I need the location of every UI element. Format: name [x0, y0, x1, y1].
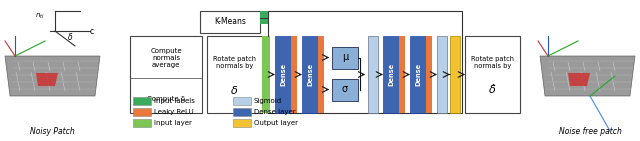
Bar — [368, 36, 378, 113]
Polygon shape — [540, 56, 635, 96]
Text: δ: δ — [231, 86, 238, 96]
Bar — [332, 47, 358, 69]
Bar — [133, 108, 151, 116]
Text: Compute δ: Compute δ — [147, 96, 185, 102]
Text: Dense: Dense — [415, 63, 421, 86]
Bar — [233, 97, 251, 105]
Bar — [200, 11, 260, 33]
Text: Rotate patch
normals by: Rotate patch normals by — [471, 56, 514, 70]
Bar — [233, 108, 251, 116]
Text: Dense: Dense — [307, 63, 313, 86]
Bar — [268, 11, 462, 113]
Bar — [260, 11, 268, 24]
Bar — [207, 36, 262, 113]
Text: $n_{ti}$: $n_{ti}$ — [35, 11, 45, 21]
Text: δ: δ — [68, 34, 72, 42]
Text: Rotate patch
normals by: Rotate patch normals by — [213, 56, 256, 70]
Bar — [133, 97, 151, 105]
Bar — [426, 36, 432, 113]
Bar — [383, 36, 399, 113]
Text: μ: μ — [342, 52, 348, 62]
Bar — [437, 36, 447, 113]
Text: Compute
normals
average: Compute normals average — [150, 48, 182, 68]
Bar — [130, 36, 202, 113]
Text: Sigmoid: Sigmoid — [254, 98, 282, 104]
Text: Noisy Patch: Noisy Patch — [29, 126, 74, 136]
Polygon shape — [5, 56, 100, 96]
Polygon shape — [568, 73, 590, 86]
Text: Noise free patch: Noise free patch — [559, 126, 621, 136]
Text: K-Means: K-Means — [214, 17, 246, 27]
Text: Output layer: Output layer — [254, 120, 298, 126]
Text: Dense: Dense — [388, 63, 394, 86]
Text: Input layer: Input layer — [154, 120, 192, 126]
Text: Leaky ReLU: Leaky ReLU — [154, 109, 194, 115]
Bar — [291, 36, 297, 113]
Bar — [262, 36, 270, 113]
Bar — [332, 79, 358, 101]
Bar — [450, 36, 460, 113]
Bar — [133, 119, 151, 127]
Bar — [302, 36, 318, 113]
Text: Input labels: Input labels — [154, 98, 195, 104]
Bar — [410, 36, 426, 113]
Text: σ: σ — [342, 84, 348, 94]
Text: δ̂: δ̂ — [489, 85, 496, 95]
Bar — [318, 36, 324, 113]
Polygon shape — [36, 73, 58, 86]
Bar — [465, 36, 520, 113]
Bar — [399, 36, 405, 113]
Text: c: c — [90, 27, 94, 36]
Bar — [233, 119, 251, 127]
Bar — [275, 36, 291, 113]
Text: Dense: Dense — [280, 63, 286, 86]
Text: Dense layer: Dense layer — [254, 109, 296, 115]
